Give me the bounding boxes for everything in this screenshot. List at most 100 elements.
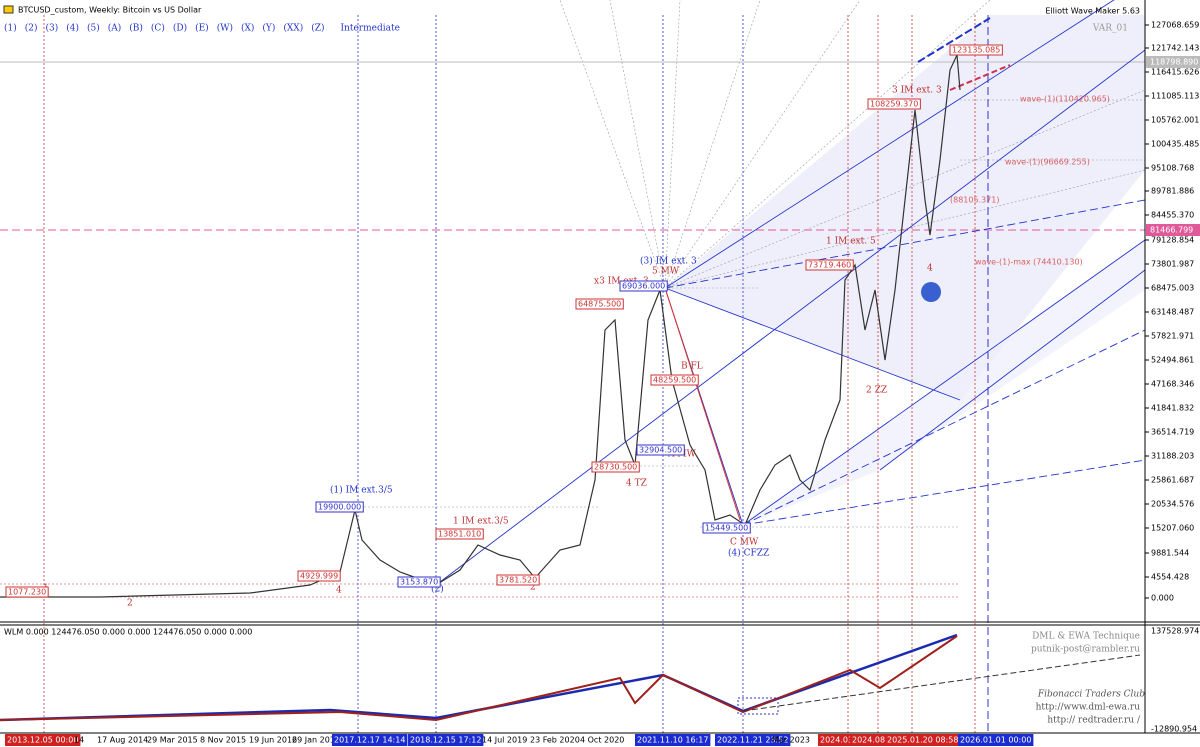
price-box: 4929.999 [300, 572, 338, 581]
price-box-box [297, 570, 341, 582]
date-label: 29 Jan 2017 [292, 736, 340, 745]
price-label: 31188.203 [1151, 452, 1194, 461]
credit-text: DML & EWA Technique [1032, 632, 1140, 642]
price-box-box [805, 259, 854, 271]
price-label: 89781.886 [1151, 187, 1194, 196]
indicator-legend: WLM 0.000 124476.050 0.000 0.000 124476.… [4, 628, 252, 637]
wave-label: 2 ZZ [866, 386, 887, 396]
wave-degree-button[interactable]: (3) [46, 23, 59, 34]
price-label: 127068.659 [1151, 21, 1199, 30]
date-label: 14 Jul 2019 [482, 736, 527, 745]
wave-label: (4) CFZZ [728, 548, 769, 559]
date-marker [715, 734, 791, 746]
price-box-box [702, 522, 751, 534]
channel-lines [435, 0, 1146, 586]
wave-label: 1 IM ext.3/5 [453, 517, 509, 527]
price-box-box [650, 374, 699, 386]
price-box-box [5, 586, 49, 598]
price-box: 3153.870 [400, 578, 438, 587]
wave-label: B FL [681, 362, 703, 372]
price-box-box [619, 280, 668, 292]
price-label: 79128.854 [1151, 236, 1194, 245]
wave-degree-button[interactable]: (2) [25, 23, 38, 34]
credit-text: putnik-post@rambler.ru [1031, 645, 1140, 655]
wave-degree-button[interactable]: (E) [195, 23, 209, 34]
wave-degree-button[interactable]: (4) [66, 23, 79, 34]
wave-degree-button[interactable]: (B) [129, 23, 143, 34]
wave-label: 4 [336, 586, 342, 596]
price-label: 36514.719 [1151, 428, 1194, 437]
price-marker [1146, 224, 1200, 236]
wave-label: (1) IM ext.3/5 [330, 485, 393, 496]
price-label: 4554.428 [1151, 573, 1189, 582]
date-label: 2024.08.05 [852, 736, 898, 745]
indicator-axis-label: 137528.974 [1151, 627, 1199, 636]
wave-degree-button[interactable]: (D) [173, 23, 187, 34]
wave-degree-button[interactable]: (X) [241, 23, 254, 34]
indicator-box [737, 697, 779, 715]
help-icon[interactable] [921, 282, 941, 302]
wave-degree-button[interactable]: (1) [4, 23, 17, 34]
price-label: 121742.143 [1151, 44, 1199, 53]
price-box-box [496, 574, 540, 586]
wave-label: 5 MW [652, 267, 680, 277]
price-box: 123135.085 [952, 46, 1000, 55]
variant-label: VAR_01 [1092, 24, 1128, 34]
price-label: 47168.346 [1151, 380, 1194, 389]
date-label: 14 [74, 736, 84, 745]
price-label: 52494.861 [1151, 356, 1194, 365]
price-label: 84455.370 [1151, 211, 1194, 220]
price-marker [1146, 56, 1200, 68]
wave-degree-button[interactable]: (XX) [283, 23, 303, 34]
credit-text: http:// redtrader.ru / [1047, 716, 1141, 726]
price-box-box [397, 576, 441, 588]
wave-label: (3) IM ext. 3 [640, 256, 697, 267]
credit-text: Fibonacci Traders Club [1037, 690, 1145, 700]
target-line [917, 17, 991, 63]
date-marker [408, 734, 484, 746]
price-box-box [575, 298, 624, 310]
wave-label: 4 [927, 264, 933, 274]
price-box: 1077.230 [8, 588, 46, 597]
wave-line [664, 287, 741, 521]
symbol-icon [3, 5, 14, 14]
price-box: 13851.010 [438, 530, 481, 539]
date-marker [635, 734, 711, 746]
price-label: 111085.113 [1151, 92, 1199, 101]
price-label: 116415.626 [1151, 68, 1199, 77]
date-label: 2021.11.10 16:17 [637, 736, 708, 745]
date-marker [5, 734, 81, 746]
price-label: 9881.544 [1151, 549, 1189, 558]
date-label: Mar 2023 [772, 736, 810, 745]
wave-label: 2 [530, 583, 536, 593]
wave-degree-button[interactable]: (Z) [311, 23, 324, 34]
date-marker [885, 734, 961, 746]
date-label: 2018.12.15 17:12 [410, 736, 481, 745]
wave-degree-button[interactable]: (5) [87, 23, 100, 34]
wave-label: 2 [127, 599, 133, 609]
date-label: 2017.12.17 14:14 [334, 736, 405, 745]
price-box: 48259.500 [653, 376, 696, 385]
channel-fill [665, 15, 1145, 400]
wave-degree-button[interactable]: (C) [151, 23, 165, 34]
date-marker [958, 734, 1034, 746]
price-label: 20534.576 [1151, 500, 1194, 509]
wave-degree-button[interactable]: (A) [108, 23, 122, 34]
price-box-box [867, 98, 921, 110]
price-label: 41841.832 [1151, 404, 1194, 413]
wave-degree-button[interactable]: (W) [217, 23, 233, 34]
date-label: 2026.01.01 00:00 [960, 736, 1031, 745]
date-label: 19 Jun 2016 [249, 736, 297, 745]
price-label: 0.000 [1151, 594, 1174, 603]
price-box-box [591, 461, 640, 473]
price-box: 69036.000 [622, 282, 665, 291]
wave-label: C MW [730, 538, 759, 548]
credit-text: http://www.dml-ewa.ru [1036, 703, 1141, 713]
indicator-trend [742, 654, 1141, 712]
wave-degree-button[interactable]: (Y) [262, 23, 275, 34]
price-label: 25861.687 [1151, 476, 1194, 485]
price-marker-label: 118798.890 [1150, 58, 1198, 67]
wave-degree-button[interactable]: Intermediate [341, 24, 400, 34]
price-box: 15449.500 [705, 524, 748, 533]
